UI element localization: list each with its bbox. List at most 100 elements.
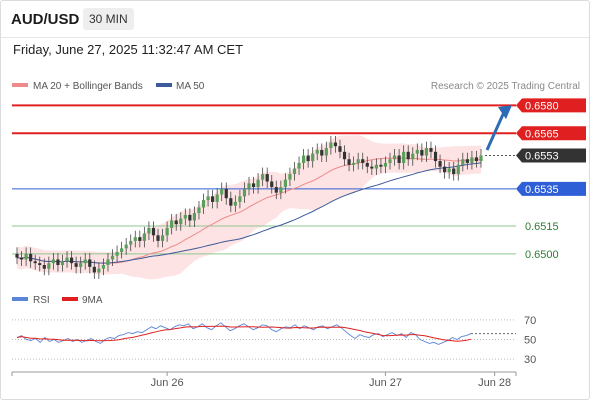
candle — [333, 136, 338, 153]
candle — [110, 249, 115, 266]
candle — [320, 143, 324, 163]
candle — [220, 182, 224, 201]
candle-body — [110, 255, 115, 260]
candle-body — [352, 162, 356, 165]
time-axis: Jun 26 Jun 27 Jun 28 — [11, 371, 517, 389]
rsi-level-label: 30 — [524, 354, 536, 366]
candle-body — [306, 155, 310, 162]
candle — [424, 141, 429, 163]
candle-body — [151, 227, 156, 236]
candle-body — [69, 257, 74, 264]
candle-body — [443, 166, 447, 173]
candle — [142, 226, 146, 248]
ma20-legend-label: MA 20 + Bollinger Bands — [33, 81, 143, 92]
candle-body — [465, 159, 469, 163]
candle-body — [224, 188, 228, 199]
candle — [138, 230, 142, 248]
candle-body — [138, 237, 142, 241]
candle — [456, 158, 460, 181]
candle — [397, 149, 401, 170]
rsi-legend: RSI 9MA — [12, 295, 103, 306]
pivot-label: 0.6535 — [525, 184, 559, 196]
candle — [311, 147, 315, 168]
candle — [392, 149, 397, 166]
candle — [174, 213, 178, 231]
candle — [188, 208, 192, 227]
price-panel: 0.6580 0.6565 0.6553 0.6535 0.6515 0.6500 — [12, 98, 586, 280]
candle-body — [170, 220, 174, 228]
forecast-arrow-shaft — [485, 111, 506, 151]
candle-body — [165, 227, 169, 236]
candle-body — [265, 174, 269, 182]
datetime-label: Friday, June 27, 2025 11:32:47 AM CET — [13, 42, 244, 57]
candle-body — [347, 159, 351, 165]
timeframe-button[interactable]: 30 MIN — [83, 8, 134, 30]
candle — [88, 252, 92, 274]
candle-body — [215, 194, 219, 202]
pivot-tag: 0.6535 — [516, 181, 586, 196]
candle-body — [383, 162, 388, 167]
candle — [452, 162, 456, 181]
candle — [247, 176, 251, 196]
candle — [206, 189, 210, 207]
candle-body — [452, 168, 456, 175]
ma50-legend-label: MA 50 — [176, 81, 205, 92]
rsi-ma-legend-label: 9MA — [82, 295, 103, 306]
candle — [352, 156, 356, 172]
candle — [415, 143, 419, 161]
candle-body — [92, 266, 96, 273]
candle — [356, 152, 360, 170]
candle — [51, 252, 55, 270]
candle-body — [33, 261, 37, 264]
candle — [156, 228, 160, 248]
candle-body — [197, 207, 201, 214]
candle-body — [188, 214, 192, 221]
candle — [19, 251, 24, 266]
candle-body — [106, 259, 110, 266]
candle-body — [101, 265, 106, 269]
candle-body — [338, 146, 342, 152]
candle-body — [115, 252, 119, 256]
candle — [388, 152, 392, 170]
candle-body — [370, 166, 374, 169]
candle-body — [83, 259, 87, 264]
rsi-panel: 70 50 30 — [12, 315, 536, 366]
candle-body — [297, 162, 301, 169]
candle-body — [56, 259, 60, 266]
resistance-1-tag: 0.6565 — [516, 126, 586, 141]
candle-body — [456, 164, 460, 175]
candle-body — [133, 237, 137, 241]
candle-body — [42, 265, 46, 269]
candle-body — [19, 257, 24, 260]
candle-body — [479, 155, 483, 162]
candle — [133, 230, 137, 248]
candle — [429, 141, 433, 159]
candle-body — [156, 235, 160, 241]
candle — [183, 208, 187, 226]
candle — [370, 160, 374, 176]
current-price-tag-bg — [516, 148, 586, 163]
candle — [283, 173, 287, 194]
candle-body — [60, 261, 65, 266]
candle-body — [315, 149, 319, 154]
rsi-line — [16, 322, 472, 345]
candle-body — [333, 142, 338, 147]
support-2-label: 0.6500 — [525, 249, 559, 261]
candle-body — [420, 149, 424, 156]
candle-body — [160, 235, 165, 241]
candle — [379, 158, 383, 174]
x-tick-label: Jun 26 — [151, 377, 184, 389]
candle-body — [283, 179, 287, 188]
candle — [433, 145, 438, 168]
candle — [106, 252, 110, 272]
candle — [92, 260, 96, 279]
candle-body — [474, 157, 479, 162]
candle-body — [429, 148, 433, 152]
candle-body — [470, 157, 474, 163]
rsi-level-label: 50 — [524, 335, 536, 347]
candle-body — [274, 187, 278, 193]
candle — [402, 145, 406, 170]
candle — [56, 252, 60, 272]
candle — [420, 143, 424, 163]
candle — [60, 254, 65, 272]
